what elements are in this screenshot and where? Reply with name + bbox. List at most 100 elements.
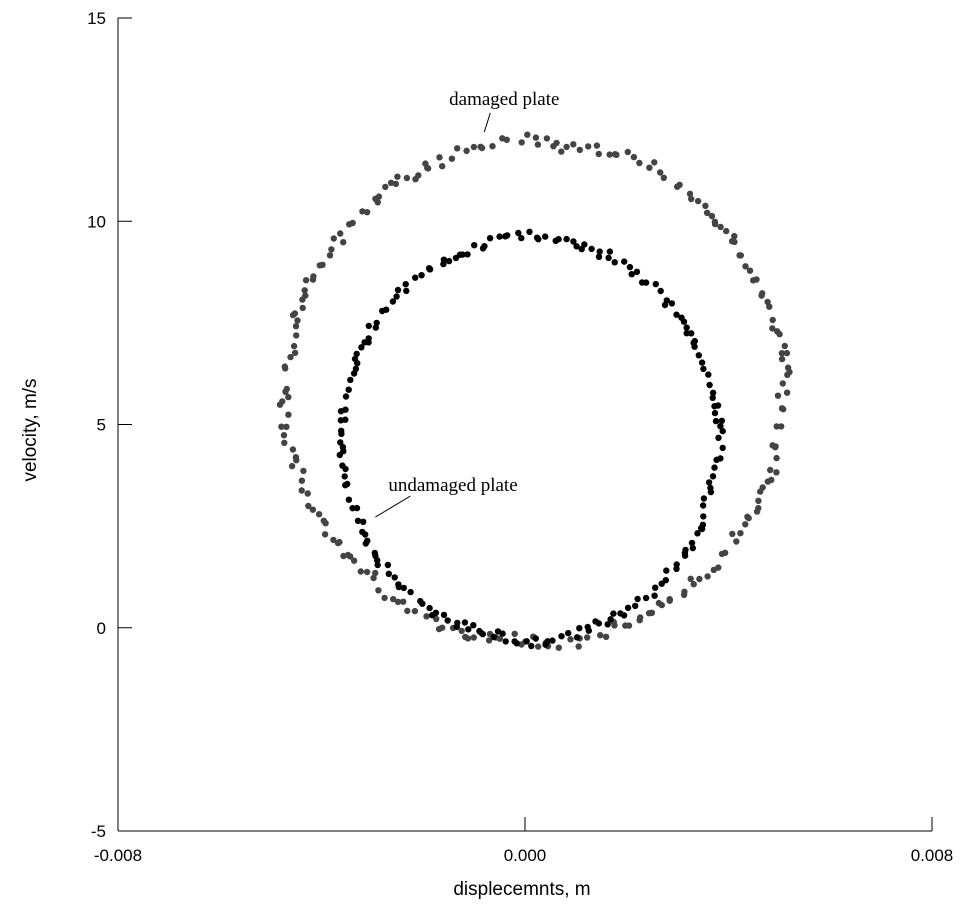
data-point xyxy=(695,352,702,359)
data-point xyxy=(638,279,646,286)
data-point xyxy=(436,154,443,161)
data-point xyxy=(781,342,788,350)
data-point xyxy=(584,634,591,641)
data-point xyxy=(652,584,659,591)
annotation-undamaged-plate: undamaged plate xyxy=(388,475,517,496)
data-point xyxy=(662,577,669,584)
data-point xyxy=(686,190,694,197)
data-point xyxy=(394,173,401,180)
data-point xyxy=(465,626,472,633)
data-point xyxy=(711,464,718,471)
data-point xyxy=(379,307,386,315)
data-point xyxy=(715,564,722,571)
y-tick-label: 0 xyxy=(97,619,106,638)
data-point xyxy=(400,584,407,592)
data-point xyxy=(764,478,771,485)
data-point xyxy=(783,389,791,396)
y-tick-label: 15 xyxy=(87,9,106,28)
data-point xyxy=(360,518,367,525)
data-point xyxy=(448,155,456,162)
data-point xyxy=(642,594,650,602)
data-point xyxy=(694,530,701,537)
data-point xyxy=(688,539,696,547)
data-point xyxy=(346,221,353,228)
data-point xyxy=(496,635,504,642)
data-point xyxy=(424,165,432,172)
data-point xyxy=(778,423,785,430)
data-point xyxy=(342,465,349,473)
y-axis-title: velocity, m/s xyxy=(20,378,41,481)
data-point xyxy=(630,153,638,161)
data-point xyxy=(290,342,298,350)
data-point xyxy=(633,268,641,275)
data-point xyxy=(315,511,323,518)
data-point xyxy=(700,365,707,373)
data-point xyxy=(282,388,289,395)
data-point xyxy=(706,381,713,389)
data-point xyxy=(742,521,749,528)
data-point xyxy=(663,567,670,574)
data-point xyxy=(285,411,292,418)
data-point xyxy=(382,183,389,191)
data-point xyxy=(445,257,453,265)
data-point xyxy=(423,613,430,620)
data-point xyxy=(717,423,724,430)
data-point xyxy=(773,454,780,462)
annotation-leader-undamaged xyxy=(375,495,411,518)
data-point xyxy=(698,359,706,366)
data-point xyxy=(345,386,352,393)
data-point xyxy=(341,473,348,480)
data-point xyxy=(411,607,419,615)
data-point xyxy=(604,621,611,628)
x-tick-label: 0.008 xyxy=(911,846,954,865)
data-point xyxy=(370,574,377,582)
data-point xyxy=(374,557,381,564)
data-point xyxy=(422,160,429,167)
data-point xyxy=(337,439,344,446)
data-point xyxy=(426,265,433,272)
data-point xyxy=(673,561,680,568)
data-point xyxy=(683,324,690,331)
data-point xyxy=(464,251,471,258)
data-point xyxy=(328,246,335,253)
data-point xyxy=(558,148,565,155)
data-point xyxy=(518,139,525,146)
data-point xyxy=(584,623,591,631)
data-point xyxy=(345,496,353,503)
data-point xyxy=(278,423,285,430)
data-point xyxy=(440,611,448,619)
data-point xyxy=(283,423,290,430)
data-point xyxy=(513,640,520,647)
data-point xyxy=(705,371,712,378)
data-point xyxy=(281,439,288,446)
data-point xyxy=(375,587,382,594)
data-point xyxy=(678,314,685,321)
data-point xyxy=(433,615,440,623)
data-point xyxy=(542,641,549,648)
data-point xyxy=(696,575,703,583)
data-point xyxy=(558,633,565,640)
data-point xyxy=(620,612,628,619)
data-point xyxy=(489,143,496,150)
data-point xyxy=(471,242,478,249)
data-point xyxy=(606,248,614,255)
data-point xyxy=(293,332,300,339)
data-point xyxy=(302,277,310,284)
data-point xyxy=(767,466,774,474)
data-point xyxy=(567,636,574,643)
data-point xyxy=(418,272,425,279)
data-point xyxy=(392,180,400,188)
data-point xyxy=(715,434,722,441)
data-point xyxy=(289,446,297,453)
data-point xyxy=(694,197,702,205)
data-point xyxy=(432,609,440,616)
data-point xyxy=(769,316,776,324)
data-point xyxy=(403,174,411,182)
data-point xyxy=(674,183,681,190)
data-point xyxy=(344,480,351,488)
data-point xyxy=(470,634,477,641)
data-point xyxy=(628,271,635,278)
data-point xyxy=(364,537,371,544)
data-point xyxy=(780,406,787,413)
data-point xyxy=(550,143,557,150)
